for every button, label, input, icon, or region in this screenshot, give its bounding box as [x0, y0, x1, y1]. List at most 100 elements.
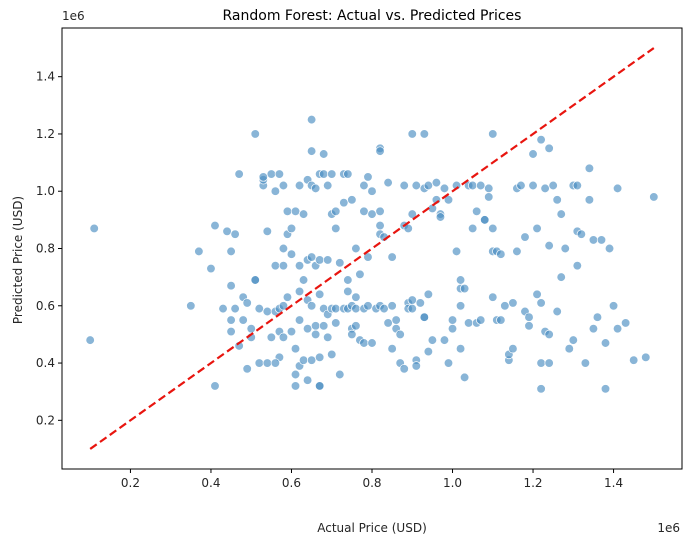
- data-point: [351, 321, 361, 331]
- data-point: [310, 183, 321, 194]
- data-point: [459, 372, 470, 383]
- data-point: [262, 358, 272, 368]
- x-tick-label: 0.6: [282, 476, 301, 490]
- data-point: [476, 180, 486, 191]
- data-point: [596, 235, 607, 245]
- data-point: [351, 303, 361, 314]
- data-point: [238, 315, 248, 325]
- data-point: [407, 295, 417, 305]
- data-point: [612, 324, 623, 334]
- data-point: [302, 324, 313, 334]
- data-point: [488, 292, 498, 302]
- y-tick-label: 1.4: [36, 70, 55, 84]
- data-point: [620, 318, 631, 328]
- data-point: [375, 146, 385, 156]
- data-point: [351, 292, 361, 302]
- data-point: [572, 261, 582, 271]
- data-point: [343, 169, 353, 179]
- data-point: [335, 369, 345, 380]
- data-point: [294, 315, 305, 325]
- data-point: [423, 289, 434, 299]
- data-point: [387, 252, 397, 262]
- data-point: [451, 246, 462, 257]
- data-point: [532, 289, 542, 299]
- data-point: [89, 223, 99, 234]
- data-point: [556, 272, 566, 282]
- data-point: [286, 249, 297, 259]
- y-tick-label: 0.8: [36, 242, 55, 256]
- data-point: [588, 235, 599, 245]
- y-tick-label: 0.6: [36, 299, 55, 313]
- data-point: [443, 358, 454, 368]
- data-point: [407, 303, 417, 314]
- scatter-points: [85, 114, 659, 394]
- y-axis-ticks: 0.2 0.4 0.6 0.8 1.0 1.2 1.4: [36, 70, 62, 427]
- data-point: [544, 143, 554, 153]
- data-point: [629, 355, 639, 365]
- data-point: [315, 289, 325, 299]
- data-point: [415, 298, 425, 308]
- data-point: [443, 195, 454, 205]
- data-point: [496, 315, 506, 325]
- data-point: [508, 298, 518, 308]
- data-point: [270, 186, 281, 196]
- data-point: [375, 206, 385, 216]
- data-point: [536, 298, 546, 308]
- data-point: [472, 206, 482, 216]
- data-point: [319, 321, 329, 331]
- data-point: [226, 246, 236, 257]
- data-point: [323, 255, 333, 265]
- data-point: [278, 243, 289, 254]
- x-axis-ticks: 0.2 0.4 0.6 0.8 1.0 1.2 1.4: [121, 469, 623, 490]
- x-tick-label: 0.4: [201, 476, 220, 490]
- data-point: [455, 301, 466, 311]
- data-point: [226, 315, 236, 325]
- data-point: [367, 209, 377, 219]
- data-point: [600, 338, 611, 348]
- data-point: [250, 275, 260, 285]
- data-point: [419, 312, 429, 322]
- data-point: [399, 364, 409, 374]
- data-point: [536, 358, 546, 368]
- y-offset-label: 1e6: [62, 9, 85, 23]
- data-point: [250, 129, 260, 139]
- data-point: [210, 381, 220, 391]
- data-point: [568, 335, 578, 345]
- data-point: [431, 177, 442, 188]
- data-point: [262, 226, 272, 236]
- data-point: [347, 195, 357, 205]
- data-point: [488, 129, 498, 139]
- y-tick-label: 0.4: [36, 356, 55, 370]
- data-point: [564, 344, 574, 354]
- data-point: [242, 298, 252, 308]
- data-point: [536, 135, 546, 145]
- data-point: [592, 312, 603, 322]
- data-point: [516, 180, 526, 191]
- data-point: [411, 361, 421, 371]
- data-point: [306, 301, 317, 311]
- data-point: [254, 303, 264, 314]
- data-point: [467, 180, 478, 191]
- y-axis-label: Predicted Price (USD): [11, 196, 25, 324]
- data-point: [347, 329, 357, 340]
- data-point: [218, 303, 228, 314]
- data-point: [363, 172, 373, 182]
- data-point: [387, 301, 397, 311]
- data-point: [331, 206, 341, 216]
- data-point: [641, 352, 651, 362]
- data-point: [294, 286, 305, 297]
- data-point: [512, 246, 522, 257]
- data-point: [508, 344, 518, 354]
- data-point: [572, 180, 582, 191]
- data-point: [210, 220, 220, 231]
- data-point: [306, 146, 317, 156]
- data-point: [407, 129, 417, 139]
- data-point: [367, 338, 377, 348]
- data-point: [234, 169, 244, 179]
- data-point: [580, 358, 591, 368]
- data-point: [463, 318, 474, 328]
- data-point: [480, 215, 490, 225]
- data-point: [290, 344, 301, 354]
- data-point: [194, 246, 204, 257]
- data-point: [496, 249, 506, 259]
